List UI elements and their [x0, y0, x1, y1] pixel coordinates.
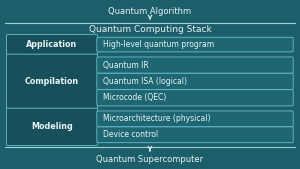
- FancyBboxPatch shape: [7, 34, 97, 55]
- Text: Device control: Device control: [103, 130, 158, 139]
- FancyBboxPatch shape: [97, 127, 293, 143]
- Text: Compilation: Compilation: [25, 77, 79, 86]
- FancyBboxPatch shape: [97, 90, 293, 106]
- Text: Application: Application: [26, 40, 78, 49]
- Text: High-level quantum program: High-level quantum program: [103, 40, 214, 49]
- FancyBboxPatch shape: [97, 37, 293, 52]
- Text: Microarchitecture (physical): Microarchitecture (physical): [103, 114, 211, 123]
- Text: Microcode (QEC): Microcode (QEC): [103, 93, 166, 102]
- Text: Quantum Computing Stack: Quantum Computing Stack: [88, 25, 212, 33]
- FancyBboxPatch shape: [97, 73, 293, 90]
- FancyBboxPatch shape: [7, 54, 97, 109]
- Text: Modeling: Modeling: [31, 122, 73, 131]
- Text: Quantum Algorithm: Quantum Algorithm: [108, 6, 192, 16]
- FancyBboxPatch shape: [7, 108, 97, 146]
- Text: Quantum ISA (logical): Quantum ISA (logical): [103, 77, 187, 86]
- FancyBboxPatch shape: [97, 111, 293, 127]
- Text: Quantum Supercomputer: Quantum Supercomputer: [96, 155, 204, 164]
- Text: Quantum IR: Quantum IR: [103, 61, 149, 70]
- FancyBboxPatch shape: [97, 57, 293, 73]
